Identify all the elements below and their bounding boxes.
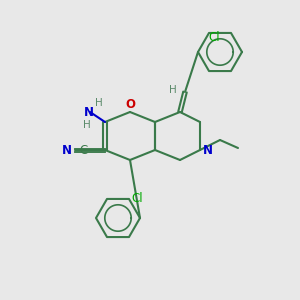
Text: O: O: [125, 98, 135, 110]
Text: N: N: [203, 143, 213, 157]
Text: Cl: Cl: [208, 32, 220, 44]
Text: H: H: [83, 120, 91, 130]
Text: N: N: [62, 143, 72, 157]
Text: H: H: [169, 85, 177, 95]
Text: Cl: Cl: [131, 192, 143, 206]
Text: N: N: [84, 106, 94, 118]
Text: H: H: [95, 98, 103, 108]
Text: C: C: [79, 143, 87, 157]
